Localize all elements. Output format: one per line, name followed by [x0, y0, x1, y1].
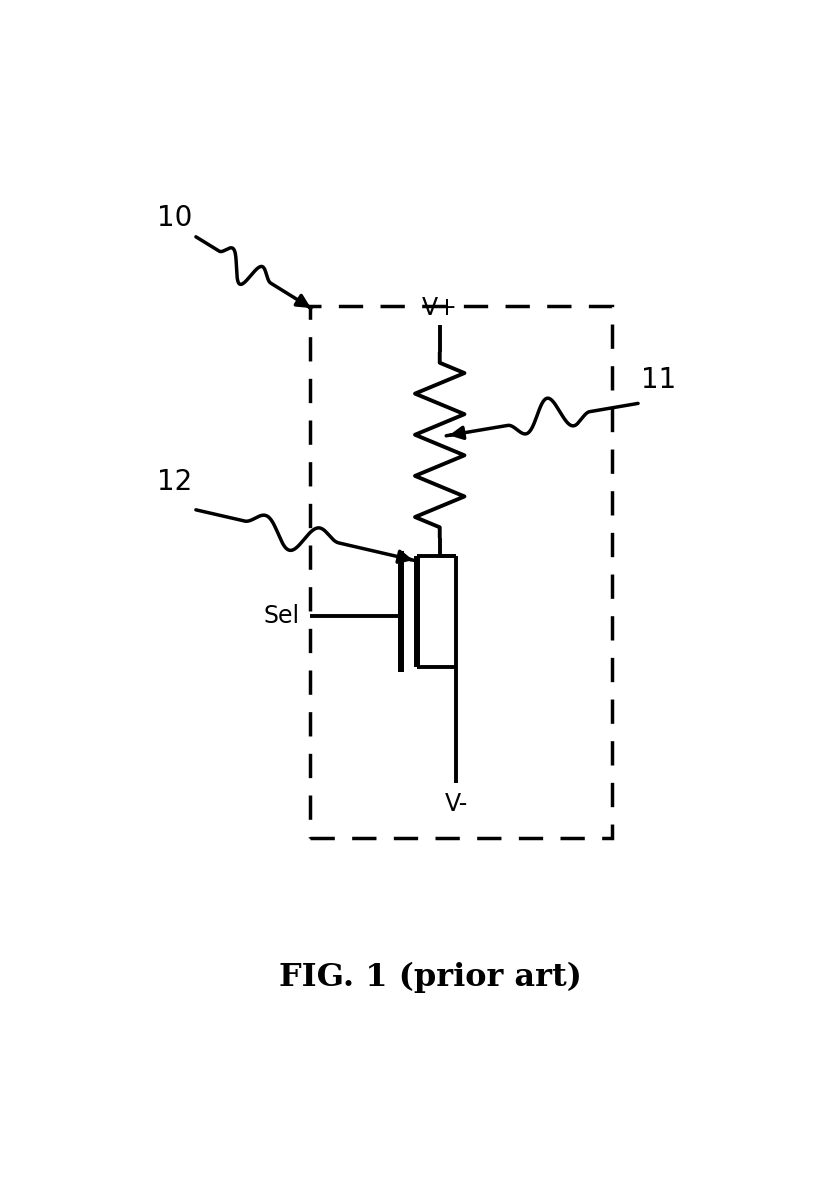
Text: V+: V+ [422, 296, 458, 320]
Text: 10: 10 [157, 204, 192, 232]
Text: 12: 12 [157, 468, 192, 496]
Text: Sel: Sel [263, 605, 300, 629]
Text: FIG. 1 (prior art): FIG. 1 (prior art) [279, 962, 581, 993]
Text: 11: 11 [641, 367, 676, 394]
Text: V-: V- [445, 792, 467, 816]
